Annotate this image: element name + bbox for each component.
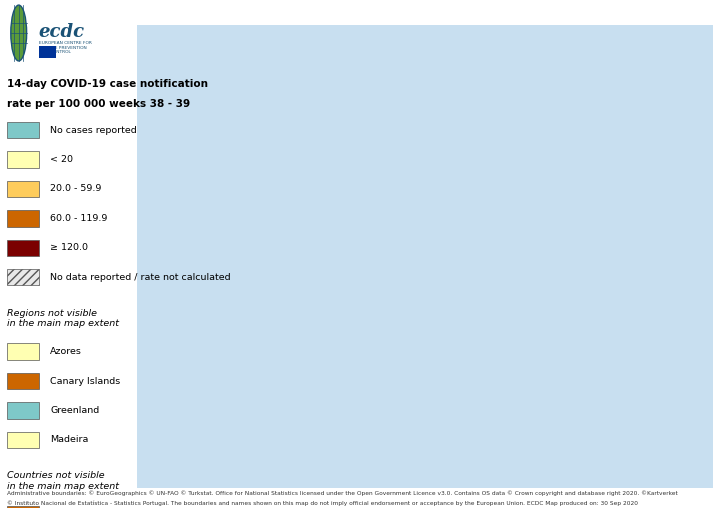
Text: Madeira: Madeira bbox=[50, 435, 89, 444]
Bar bbox=[39, 46, 56, 58]
Bar bbox=[7, 122, 39, 138]
Text: Countries not visible
in the main map extent: Countries not visible in the main map ex… bbox=[7, 471, 120, 491]
Bar bbox=[7, 269, 39, 285]
Bar bbox=[7, 210, 39, 227]
Text: No data reported / rate not calculated: No data reported / rate not calculated bbox=[50, 273, 231, 282]
Bar bbox=[7, 181, 39, 197]
Text: Azores: Azores bbox=[50, 347, 82, 356]
Text: 14-day COVID-19 case notification: 14-day COVID-19 case notification bbox=[7, 79, 208, 89]
Bar bbox=[7, 240, 39, 256]
Text: rate per 100 000 weeks 38 - 39: rate per 100 000 weeks 38 - 39 bbox=[7, 99, 190, 109]
Bar bbox=[7, 402, 39, 419]
Text: ≥ 120.0: ≥ 120.0 bbox=[50, 243, 89, 252]
Text: No cases reported: No cases reported bbox=[50, 125, 137, 135]
Bar bbox=[7, 151, 39, 168]
Circle shape bbox=[11, 5, 27, 61]
Text: Administrative boundaries: © EuroGeographics © UN-FAO © Turkstat. Office for Nat: Administrative boundaries: © EuroGeograp… bbox=[7, 491, 678, 496]
Text: 60.0 - 119.9: 60.0 - 119.9 bbox=[50, 214, 108, 223]
Bar bbox=[7, 506, 39, 508]
Text: Regions not visible
in the main map extent: Regions not visible in the main map exte… bbox=[7, 309, 120, 328]
Text: EUROPEAN CENTRE FOR
DISEASE PREVENTION
AND CONTROL: EUROPEAN CENTRE FOR DISEASE PREVENTION A… bbox=[39, 41, 91, 54]
Text: 20.0 - 59.9: 20.0 - 59.9 bbox=[50, 184, 102, 194]
Bar bbox=[7, 432, 39, 448]
Text: Canary Islands: Canary Islands bbox=[50, 376, 121, 386]
Bar bbox=[7, 343, 39, 360]
Bar bbox=[7, 373, 39, 389]
Text: < 20: < 20 bbox=[50, 155, 73, 164]
Text: ecdc: ecdc bbox=[39, 23, 85, 41]
Text: Greenland: Greenland bbox=[50, 406, 99, 415]
Text: © Instituto Nacional de Estatística - Statistics Portugal. The boundaries and na: © Instituto Nacional de Estatística - St… bbox=[7, 500, 638, 505]
